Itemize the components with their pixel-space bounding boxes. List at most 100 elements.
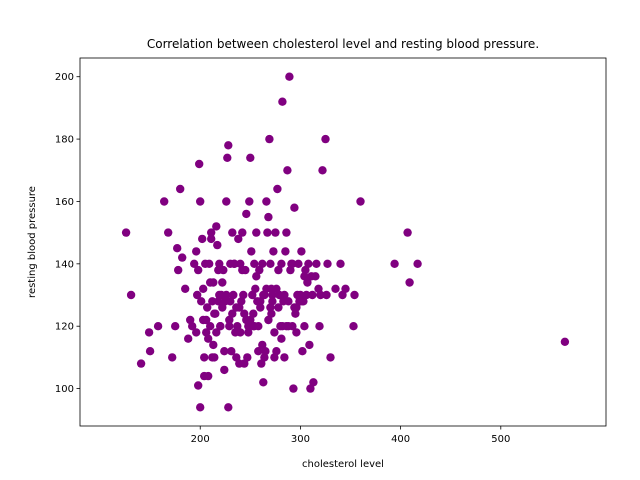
data-point xyxy=(238,265,247,275)
data-point xyxy=(222,290,231,300)
data-point xyxy=(560,337,570,346)
data-point xyxy=(199,315,208,325)
data-point xyxy=(296,290,305,300)
data-point xyxy=(206,278,215,287)
data-point xyxy=(216,322,225,331)
data-point xyxy=(267,309,276,318)
data-point xyxy=(192,328,201,337)
data-point xyxy=(239,290,248,300)
data-point xyxy=(193,290,202,300)
data-point xyxy=(224,403,233,412)
data-point xyxy=(236,328,245,337)
data-point xyxy=(210,309,219,318)
data-point xyxy=(278,322,287,331)
data-point xyxy=(336,259,345,268)
data-point xyxy=(171,322,180,331)
data-point xyxy=(203,303,212,312)
data-point xyxy=(280,353,289,362)
data-point xyxy=(228,228,237,237)
data-point xyxy=(259,378,268,387)
data-point xyxy=(277,259,286,268)
data-point xyxy=(292,328,301,337)
data-point xyxy=(215,290,224,300)
data-point xyxy=(204,371,213,381)
data-point xyxy=(257,359,266,368)
data-point xyxy=(244,328,253,337)
data-point xyxy=(240,309,249,318)
data-point xyxy=(289,384,298,393)
data-point xyxy=(266,303,275,312)
data-point xyxy=(218,278,227,287)
data-point xyxy=(262,197,271,206)
data-point xyxy=(207,228,216,237)
data-point xyxy=(176,184,185,194)
data-point xyxy=(262,284,271,293)
data-point xyxy=(245,322,254,331)
data-point xyxy=(228,309,237,318)
data-point xyxy=(249,309,258,318)
data-point xyxy=(206,322,215,331)
data-point xyxy=(290,303,299,312)
data-point xyxy=(286,265,295,275)
data-point xyxy=(240,359,249,368)
data-point xyxy=(270,328,279,337)
data-point xyxy=(297,247,306,256)
data-point xyxy=(298,347,307,356)
data-point xyxy=(178,253,187,262)
data-point xyxy=(288,259,297,268)
x-tick-label: 500 xyxy=(491,434,510,445)
data-point xyxy=(197,297,206,306)
data-point xyxy=(205,259,214,268)
data-point xyxy=(268,290,277,300)
data-point xyxy=(226,297,235,306)
data-point xyxy=(300,322,309,331)
data-point xyxy=(214,297,223,306)
data-point xyxy=(341,284,350,293)
data-point xyxy=(258,340,267,350)
data-point xyxy=(258,259,267,268)
x-tick-label: 300 xyxy=(291,434,310,445)
data-point xyxy=(278,97,287,106)
data-point xyxy=(301,265,310,275)
data-point xyxy=(188,322,197,331)
data-point xyxy=(306,384,315,393)
data-point xyxy=(194,265,203,275)
data-point xyxy=(215,259,224,268)
data-point xyxy=(252,228,261,237)
data-point xyxy=(315,322,324,331)
data-point xyxy=(309,378,318,387)
data-point xyxy=(184,334,193,343)
data-point xyxy=(322,290,331,300)
data-point xyxy=(316,290,325,300)
y-tick-label: 120 xyxy=(55,322,74,333)
data-point xyxy=(212,328,221,337)
data-point xyxy=(250,259,259,268)
y-tick-label: 160 xyxy=(55,197,74,208)
data-point xyxy=(136,359,146,368)
data-point xyxy=(160,197,169,206)
data-point xyxy=(349,322,358,331)
y-tick-label: 140 xyxy=(55,259,74,270)
data-point xyxy=(223,153,232,162)
data-point xyxy=(212,222,221,231)
data-point xyxy=(282,228,291,237)
data-point xyxy=(235,303,244,312)
data-point xyxy=(238,228,247,237)
data-point xyxy=(190,259,199,268)
data-point xyxy=(305,340,314,350)
y-axis-ticks: 100 120 140 160 180 200 xyxy=(55,72,80,395)
data-point xyxy=(323,259,332,268)
data-point xyxy=(413,259,422,268)
data-point xyxy=(247,247,256,256)
data-point xyxy=(174,265,183,275)
data-point xyxy=(202,328,211,337)
data-point xyxy=(256,303,265,312)
y-tick-label: 100 xyxy=(55,384,74,395)
data-point xyxy=(196,403,205,412)
data-point xyxy=(224,141,233,150)
data-point xyxy=(245,197,254,206)
data-point xyxy=(308,290,317,300)
data-point xyxy=(173,244,182,253)
data-point xyxy=(261,347,270,356)
